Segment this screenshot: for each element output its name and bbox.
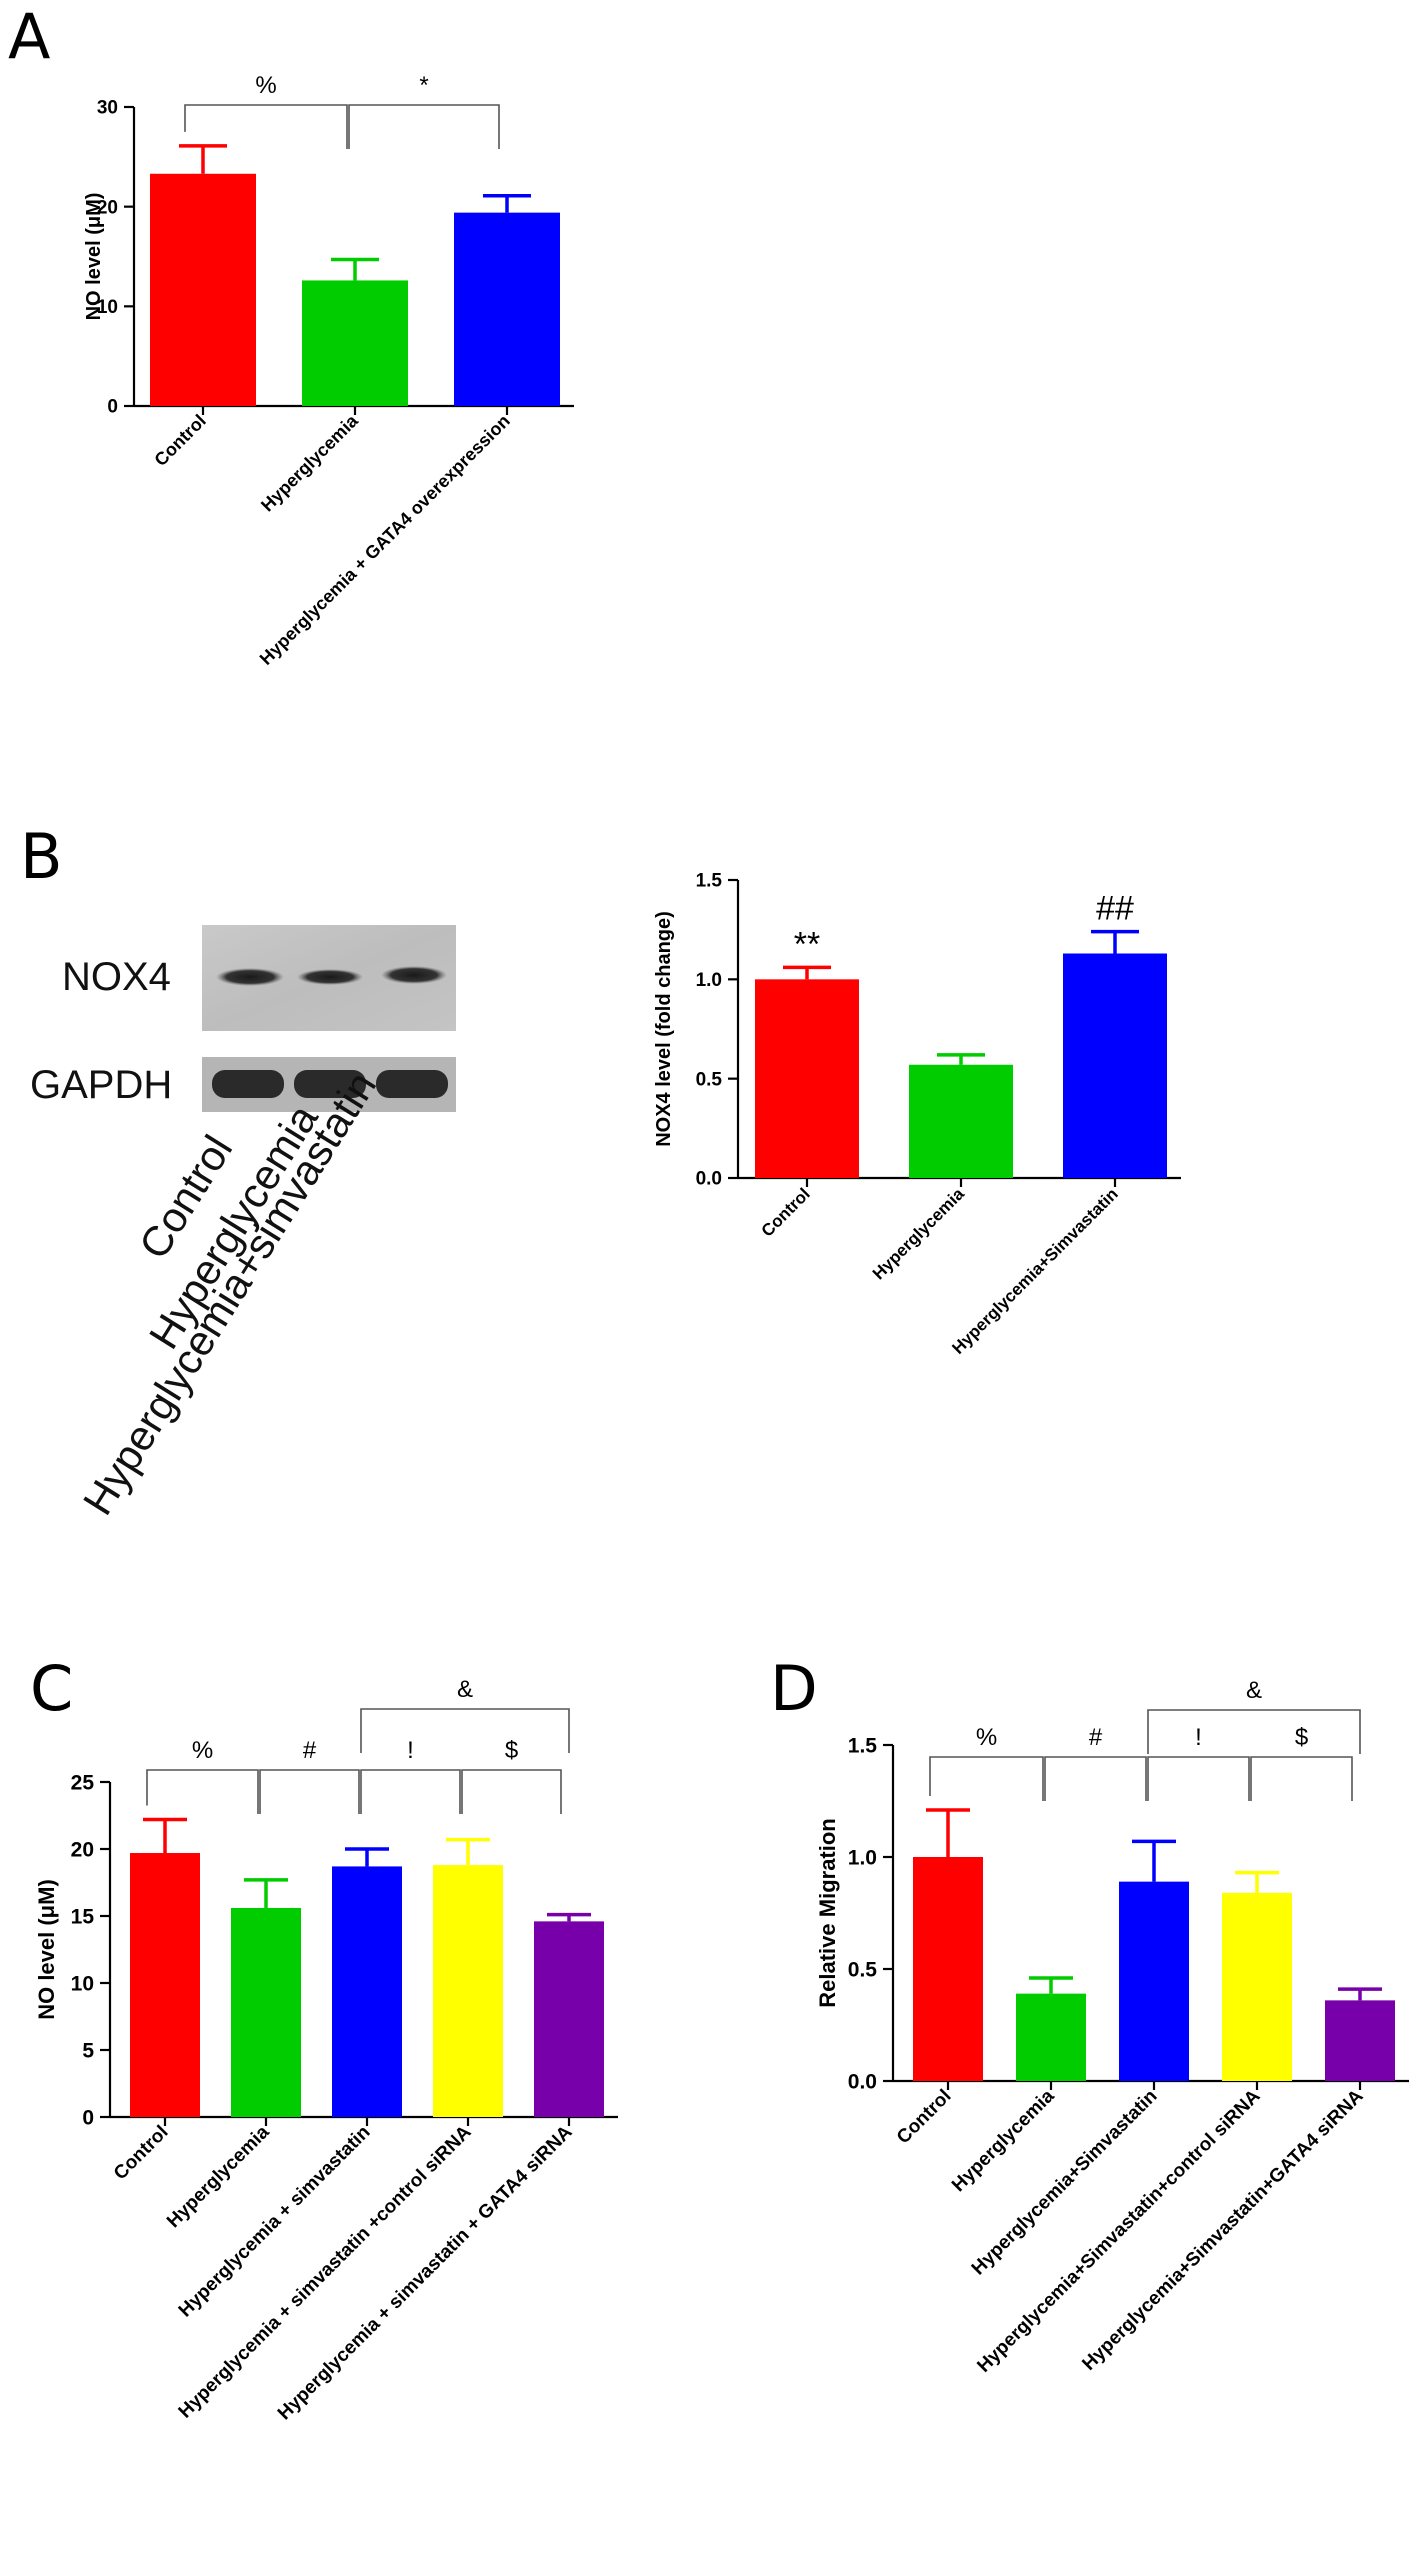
y-tick-label: 0 [107, 397, 118, 418]
bar [302, 280, 408, 406]
significance-label: $ [505, 1737, 518, 1764]
blot-lane-label-hyperglycemia-simvastatin: Hyperglycemia+simvastatin [74, 1063, 385, 1522]
y-tick-label: 0.5 [848, 1958, 878, 1981]
bar [913, 1857, 983, 2081]
y-tick-label: 1.0 [696, 970, 722, 991]
y-axis-label: Relative Migration [815, 1818, 840, 2007]
significance-bracket [360, 1708, 570, 1753]
category-label: Hyperglycemia+Simvastatin [948, 1184, 1121, 1357]
category-label: Control [110, 2122, 173, 2185]
significance-label: # [303, 1737, 317, 1764]
bar [909, 1064, 1013, 1178]
blot-band-gapdh-lane-3 [376, 1070, 448, 1098]
western-blot: NOX4 GAPDH Control Hyperglycemia Hypergl… [30, 925, 456, 1523]
bar [150, 173, 256, 406]
y-tick-label: 5 [82, 2039, 94, 2062]
significance-label: $ [1295, 1724, 1308, 1751]
bar [1325, 2000, 1395, 2081]
significance-label: & [457, 1676, 473, 1703]
significance-bracket [1250, 1756, 1353, 1801]
y-tick-label: 0.0 [848, 2070, 877, 2093]
significance-bracket [461, 1769, 562, 1814]
y-tick-label: 10 [97, 297, 118, 318]
bar [1119, 1881, 1189, 2081]
significance-bracket [1147, 1756, 1250, 1801]
bar [1222, 1892, 1292, 2081]
y-tick-label: 1.5 [696, 871, 723, 892]
significance-label: ## [1096, 890, 1134, 928]
y-tick-label: 25 [71, 1771, 95, 1794]
significance-label: % [255, 72, 276, 99]
blot-band-nox4-lane-3 [381, 966, 447, 984]
category-label: Hyperglycemia + GATA4 overexpression [256, 411, 514, 669]
category-label: Hyperglycemia + simvastatin [175, 2122, 375, 2322]
significance-bracket [1147, 1709, 1361, 1754]
y-axis-label: NO level (μM) [83, 193, 105, 321]
bar [130, 1853, 200, 2117]
category-label: Control [893, 2086, 956, 2149]
chart-a: 0 10 20 30 NO level (μM) Control Hyperglycemia… [83, 72, 574, 669]
blot-row-label-nox4: NOX4 [62, 955, 171, 999]
bar [231, 1907, 301, 2117]
y-tick-label: 30 [97, 98, 118, 119]
y-axis-label: NO level (μM) [34, 1879, 59, 2020]
significance-bracket [360, 1769, 461, 1814]
significance-label: * [419, 72, 428, 99]
bar [454, 212, 560, 406]
blot-row-label-gapdh: GAPDH [30, 1063, 172, 1107]
bar [433, 1865, 503, 2117]
y-tick-label: 20 [71, 1838, 94, 1861]
blot-band-gapdh-lane-2 [294, 1070, 366, 1098]
significance-bracket [929, 1756, 1044, 1801]
category-label: Hyperglycemia [257, 410, 362, 515]
y-tick-label: 0.0 [696, 1169, 722, 1190]
y-tick-label: 1.0 [848, 1846, 877, 1869]
panel-letter-d: D [770, 1652, 818, 1725]
y-tick-label: 1.5 [848, 1734, 878, 1757]
category-label: Hyperglycemia [163, 2121, 274, 2232]
significance-bracket [1044, 1756, 1147, 1801]
bar [534, 1921, 604, 2117]
significance-bracket [348, 104, 500, 149]
significance-label: % [192, 1737, 213, 1764]
blot-band-nox4-lane-1 [216, 968, 284, 986]
category-label: Control [758, 1184, 814, 1240]
y-axis-label: NOX4 level (fold change) [653, 911, 675, 1147]
significance-label: % [976, 1724, 997, 1751]
category-label: Hyperglycemia [869, 1184, 968, 1283]
category-label: Hyperglycemia+Simvastatin [968, 2086, 1162, 2280]
panel-letter-a: A [8, 0, 50, 73]
category-label: Hyperglycemia [948, 2085, 1059, 2196]
y-tick-label: 0.5 [696, 1069, 723, 1090]
y-tick-label: 15 [71, 1905, 95, 1928]
significance-label: ! [1195, 1724, 1202, 1751]
panel-letter-b: B [20, 820, 63, 893]
chart-b: 0.0 0.5 1.0 1.5 NOX4 level (fold change) Cont… [653, 871, 1181, 1358]
bar [1016, 1993, 1086, 2081]
panel-letter-c: C [30, 1652, 73, 1725]
bar [1063, 953, 1167, 1178]
significance-label: # [1089, 1724, 1103, 1751]
y-tick-label: 0 [82, 2106, 94, 2129]
significance-bracket [259, 1769, 360, 1814]
significance-bracket [184, 104, 348, 149]
significance-label: & [1246, 1677, 1262, 1704]
significance-bracket [146, 1769, 259, 1814]
category-label: Control [150, 411, 209, 470]
bar [332, 1866, 402, 2117]
y-tick-label: 20 [97, 197, 118, 218]
chart-d: 0.0 0.5 1.0 1.5 Relative Migration ControlHyp… [815, 1677, 1409, 2377]
significance-label: ! [407, 1737, 414, 1764]
significance-label: ** [794, 925, 820, 963]
bar [755, 979, 859, 1178]
chart-c: 0 5 10 15 20 25 NO level (μM) ControlHyperglyce… [34, 1676, 618, 2424]
y-tick-label: 10 [71, 1972, 94, 1995]
blot-band-nox4-lane-2 [297, 969, 363, 985]
blot-band-gapdh-lane-1 [212, 1070, 284, 1098]
